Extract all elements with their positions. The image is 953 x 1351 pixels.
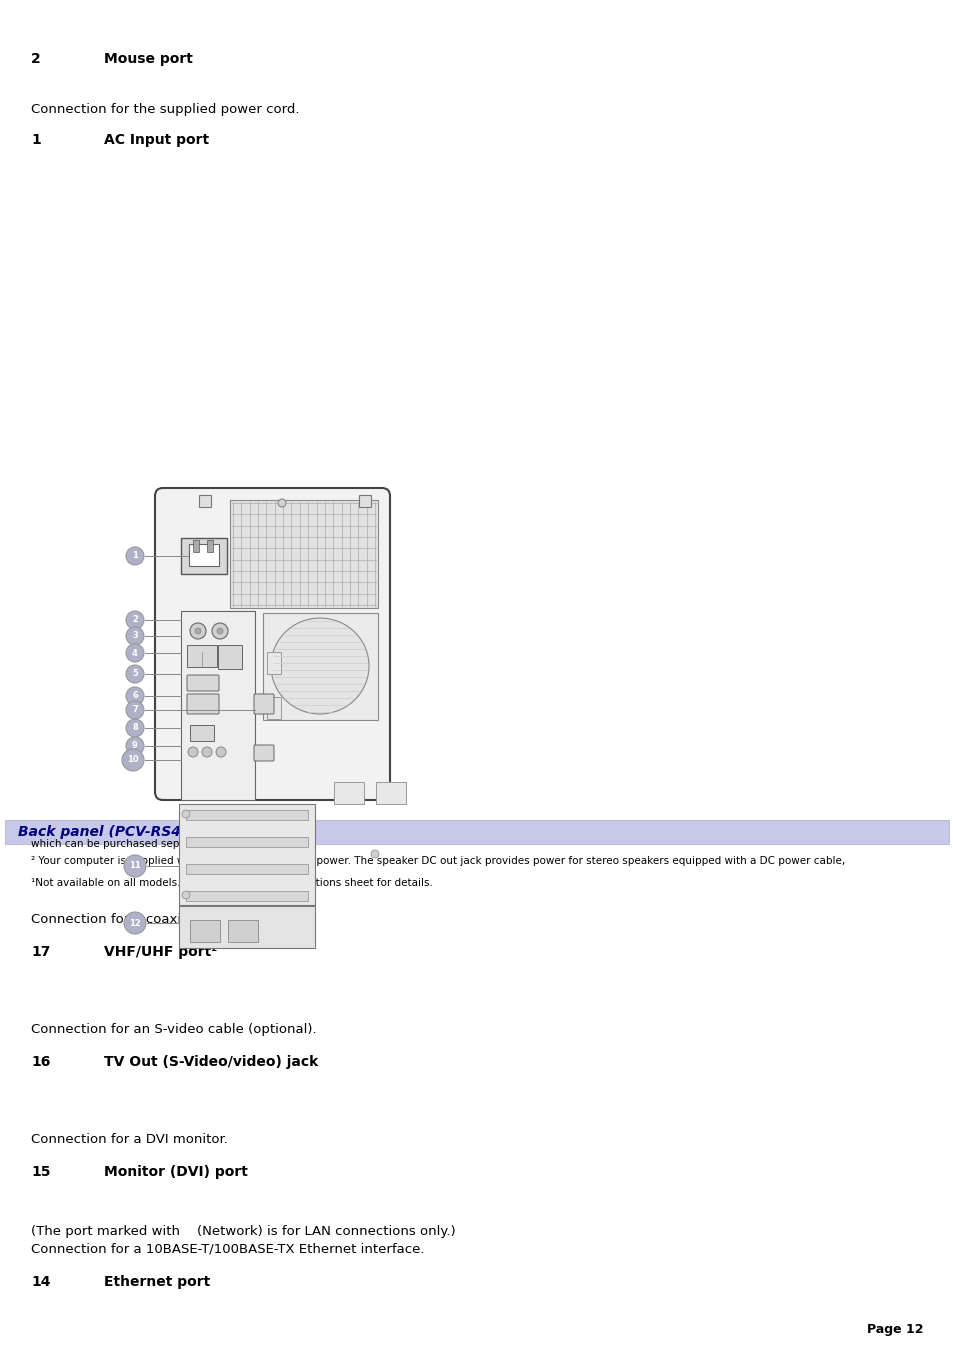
Text: 17: 17 — [30, 944, 51, 959]
FancyBboxPatch shape — [186, 811, 308, 820]
Text: TV Out (S-Video/video) jack: TV Out (S-Video/video) jack — [104, 1055, 318, 1069]
FancyBboxPatch shape — [5, 820, 948, 844]
FancyBboxPatch shape — [253, 694, 274, 713]
FancyBboxPatch shape — [253, 744, 274, 761]
Text: 1: 1 — [132, 551, 138, 561]
FancyBboxPatch shape — [375, 782, 406, 804]
Circle shape — [126, 688, 144, 705]
Text: 8: 8 — [132, 724, 138, 732]
FancyBboxPatch shape — [358, 494, 371, 507]
Circle shape — [126, 644, 144, 662]
Text: Monitor (DVI) port: Monitor (DVI) port — [104, 1165, 248, 1179]
FancyBboxPatch shape — [181, 538, 227, 574]
Circle shape — [126, 627, 144, 644]
Circle shape — [126, 547, 144, 565]
Circle shape — [188, 747, 198, 757]
Circle shape — [126, 665, 144, 684]
FancyBboxPatch shape — [187, 676, 219, 690]
FancyBboxPatch shape — [186, 865, 308, 874]
Text: 5: 5 — [132, 670, 138, 678]
Text: Connection for the supplied power cord.: Connection for the supplied power cord. — [30, 103, 299, 116]
FancyBboxPatch shape — [190, 725, 213, 740]
Circle shape — [126, 701, 144, 719]
Circle shape — [212, 623, 228, 639]
Circle shape — [277, 499, 286, 507]
Text: Page 12: Page 12 — [866, 1323, 923, 1336]
Circle shape — [194, 628, 201, 634]
FancyBboxPatch shape — [179, 907, 314, 948]
FancyBboxPatch shape — [186, 838, 308, 847]
Text: 4: 4 — [132, 648, 138, 658]
Text: 7: 7 — [132, 705, 138, 715]
Text: 15: 15 — [30, 1165, 51, 1179]
Circle shape — [122, 748, 144, 771]
Text: Connection for a coaxial cable (supplied).: Connection for a coaxial cable (supplied… — [30, 913, 308, 925]
Ellipse shape — [271, 617, 369, 713]
FancyBboxPatch shape — [181, 611, 254, 800]
Text: AC Input port: AC Input port — [104, 132, 209, 147]
FancyBboxPatch shape — [187, 694, 219, 713]
Text: which can be purchased separately.: which can be purchased separately. — [30, 839, 218, 848]
FancyBboxPatch shape — [228, 920, 257, 942]
Text: 10: 10 — [127, 755, 139, 765]
Text: 12: 12 — [129, 919, 141, 928]
FancyBboxPatch shape — [190, 920, 220, 942]
Text: Back panel (PCV-RS410 series model): Back panel (PCV-RS410 series model) — [18, 825, 311, 839]
Circle shape — [215, 747, 226, 757]
FancyBboxPatch shape — [179, 804, 314, 905]
FancyBboxPatch shape — [267, 697, 281, 719]
Circle shape — [124, 855, 146, 877]
Text: Connection for an S-video cable (optional).: Connection for an S-video cable (optiona… — [30, 1023, 316, 1036]
Circle shape — [182, 892, 190, 898]
Circle shape — [124, 912, 146, 934]
Text: 1: 1 — [30, 132, 41, 147]
Circle shape — [371, 850, 378, 858]
Text: 6: 6 — [132, 692, 138, 701]
Text: 11: 11 — [129, 862, 141, 870]
Text: 14: 14 — [30, 1275, 51, 1289]
FancyBboxPatch shape — [218, 644, 242, 669]
Text: 2: 2 — [30, 51, 41, 66]
Text: 2: 2 — [132, 616, 138, 624]
Circle shape — [202, 747, 212, 757]
FancyBboxPatch shape — [263, 613, 377, 720]
FancyBboxPatch shape — [187, 644, 216, 667]
Text: 9: 9 — [132, 742, 138, 751]
Circle shape — [190, 623, 206, 639]
FancyBboxPatch shape — [189, 544, 219, 566]
Text: Connection for a DVI monitor.: Connection for a DVI monitor. — [30, 1133, 228, 1146]
Text: ¹Not available on all models. See your online Specifications sheet for details.: ¹Not available on all models. See your o… — [30, 878, 433, 888]
FancyBboxPatch shape — [186, 892, 308, 901]
Text: Ethernet port: Ethernet port — [104, 1275, 210, 1289]
Text: VHF/UHF port²: VHF/UHF port² — [104, 944, 217, 959]
FancyBboxPatch shape — [230, 500, 377, 608]
FancyBboxPatch shape — [334, 782, 364, 804]
FancyBboxPatch shape — [267, 653, 281, 674]
Circle shape — [126, 738, 144, 755]
Text: Connection for a 10BASE-T/100BASE-TX Ethernet interface.: Connection for a 10BASE-T/100BASE-TX Eth… — [30, 1243, 424, 1256]
Circle shape — [182, 811, 190, 817]
FancyBboxPatch shape — [193, 540, 199, 553]
Text: Mouse port: Mouse port — [104, 51, 193, 66]
Circle shape — [126, 611, 144, 630]
FancyBboxPatch shape — [154, 488, 390, 800]
Text: (The port marked with    (Network) is for LAN connections only.): (The port marked with (Network) is for L… — [30, 1225, 456, 1238]
Text: 3: 3 — [132, 631, 138, 640]
Text: 16: 16 — [30, 1055, 51, 1069]
Circle shape — [216, 628, 223, 634]
FancyBboxPatch shape — [207, 540, 213, 553]
FancyBboxPatch shape — [199, 494, 211, 507]
Text: ² Your computer is supplied with speakers that use AC power. The speaker DC out : ² Your computer is supplied with speaker… — [30, 857, 844, 866]
Circle shape — [126, 719, 144, 738]
